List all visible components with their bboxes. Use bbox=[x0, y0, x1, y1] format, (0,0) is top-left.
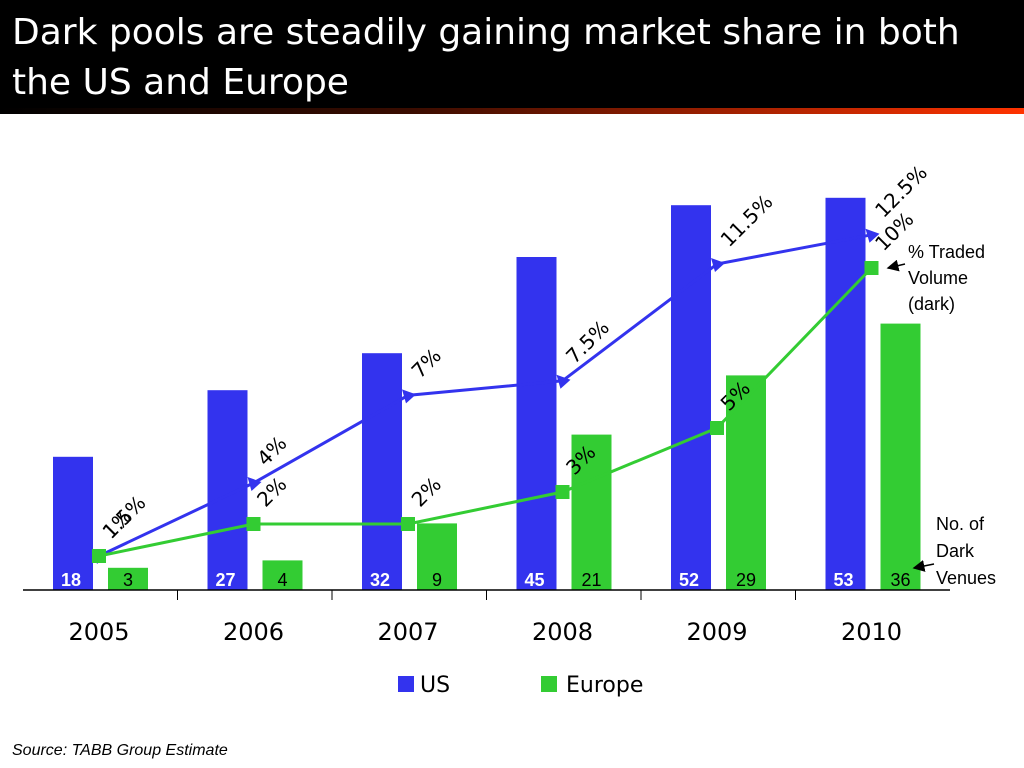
bar-us-2007 bbox=[362, 353, 402, 590]
bar-us-2009 bbox=[671, 205, 711, 590]
bar-us-2010 bbox=[825, 197, 866, 591]
dark-pools-chart: 18 3 2005 27 4 2006 32 9 2007 45 21 2008 52 29 2009 53 3… bbox=[23, 160, 996, 698]
annotation-pct-traded-line: (dark) bbox=[908, 294, 955, 314]
point-europe-2006 bbox=[246, 517, 261, 531]
line-europe-pct bbox=[98, 266, 873, 558]
europe-pct-label-2006: 2% bbox=[252, 472, 291, 511]
x-tick-label-2005: 2005 bbox=[68, 618, 129, 646]
bar-label-europe-2009: 29 bbox=[736, 570, 756, 590]
bar-label-us-2008: 45 bbox=[524, 570, 544, 590]
point-us-2007 bbox=[402, 389, 416, 404]
annotation-pct-traded-line: % Traded bbox=[908, 242, 985, 262]
bar-label-us-2006: 27 bbox=[215, 570, 235, 590]
point-us-2006 bbox=[247, 477, 262, 491]
x-tick-label-2006: 2006 bbox=[223, 618, 284, 646]
us-pct-label-2009: 11.5% bbox=[716, 190, 778, 252]
point-europe-2007 bbox=[401, 517, 415, 531]
annotation-venues-line: Dark bbox=[936, 541, 975, 561]
point-europe-2005 bbox=[92, 549, 106, 563]
bar-label-us-2005: 18 bbox=[61, 570, 81, 590]
x-tick-label-2007: 2007 bbox=[377, 618, 438, 646]
annotation-pct-arrow bbox=[886, 259, 906, 272]
bar-europe-2006 bbox=[262, 560, 303, 590]
bar-label-us-2010: 53 bbox=[833, 570, 853, 590]
x-tick-label-2010: 2010 bbox=[841, 618, 902, 646]
x-tick-label-2009: 2009 bbox=[686, 618, 747, 646]
x-tick-label-2008: 2008 bbox=[532, 618, 593, 646]
point-europe-2008 bbox=[555, 485, 570, 499]
bar-label-europe-2006: 4 bbox=[277, 570, 287, 590]
line-us-pct bbox=[98, 233, 872, 558]
annotation-pct-traded-line: Volume bbox=[908, 268, 968, 288]
annotation-venues-line: No. of bbox=[936, 514, 985, 534]
us-pct-label-2007: 7% bbox=[407, 344, 446, 383]
bar-label-us-2009: 52 bbox=[679, 570, 699, 590]
point-europe-2010 bbox=[864, 261, 879, 275]
legend-label-us: US bbox=[420, 673, 450, 698]
bar-label-europe-2010: 36 bbox=[890, 570, 910, 590]
point-us-2010 bbox=[865, 228, 880, 243]
slide-title: Dark pools are steadily gaining market s… bbox=[12, 12, 960, 103]
bar-europe-2007 bbox=[417, 523, 457, 590]
bar-europe-2005 bbox=[108, 567, 148, 590]
point-us-2009 bbox=[711, 258, 725, 272]
title-bar: Dark pools are steadily gaining market s… bbox=[0, 0, 1024, 108]
legend-swatch-europe bbox=[541, 676, 557, 692]
legend-swatch-us bbox=[398, 676, 414, 692]
bar-label-europe-2007: 9 bbox=[432, 570, 442, 590]
annotation-venues-arrow bbox=[912, 560, 935, 572]
point-us-2008 bbox=[556, 374, 571, 389]
bar-label-europe-2008: 21 bbox=[581, 570, 601, 590]
bar-us-2005 bbox=[53, 456, 93, 590]
legend-label-europe: Europe bbox=[566, 673, 643, 698]
source-note: Source: TABB Group Estimate bbox=[12, 742, 228, 759]
bar-europe-2010 bbox=[880, 323, 921, 590]
bar-europe-2008 bbox=[571, 434, 612, 590]
title-accent-line bbox=[0, 108, 1024, 114]
point-europe-2009 bbox=[710, 421, 724, 435]
bar-label-europe-2005: 3 bbox=[123, 570, 133, 590]
bar-us-2008 bbox=[516, 257, 557, 590]
annotation-venues-line: Venues bbox=[936, 568, 996, 588]
europe-pct-label-2007: 2% bbox=[407, 472, 446, 511]
bar-label-us-2007: 32 bbox=[370, 570, 390, 590]
